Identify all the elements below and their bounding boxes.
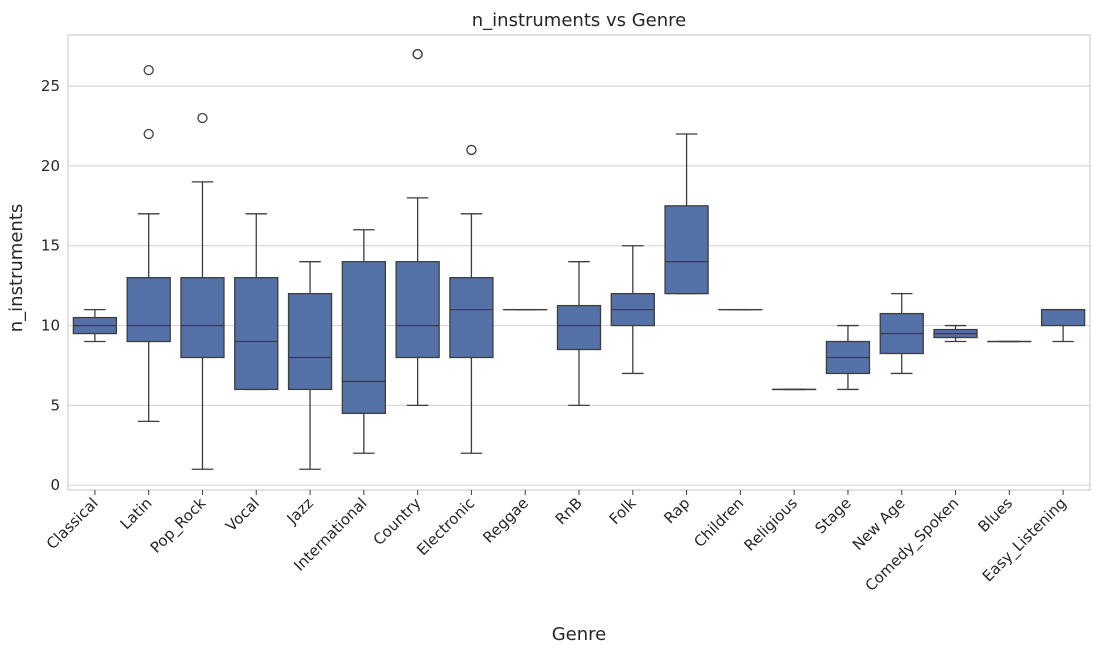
box-jazz <box>287 261 333 470</box>
x-tick-label: Pop_Rock <box>147 494 211 558</box>
box-iqr <box>341 261 387 415</box>
x-axis-label: Genre <box>552 624 607 645</box>
x-tick-label: Children <box>690 494 747 551</box>
box-rap <box>664 133 709 295</box>
box-electronic <box>449 144 494 454</box>
outlier-point <box>412 49 423 60</box>
box-classical <box>72 308 118 343</box>
x-tick-label: Electronic <box>413 494 478 559</box>
box-iqr <box>287 292 333 391</box>
box-folk <box>610 245 655 375</box>
outlier-point <box>143 64 154 76</box>
outlier-point <box>197 112 208 124</box>
x-tick-label: RnB <box>552 494 586 528</box>
x-tick-label: Country <box>370 494 425 549</box>
box-new-age <box>879 292 924 375</box>
box-stage <box>825 324 871 391</box>
box-vocal <box>234 213 279 391</box>
x-tick-label: Classical <box>43 494 102 553</box>
x-tick-label: Rap <box>660 494 693 527</box>
box-country <box>395 49 440 407</box>
y-axis-label: n_instruments <box>6 204 27 333</box>
outlier-point <box>143 128 154 140</box>
y-tick-label: 0 <box>50 476 60 494</box>
x-tick-label: Latin <box>117 494 156 533</box>
box-iqr <box>449 277 494 359</box>
x-tick-label: Folk <box>606 494 640 528</box>
chart-title: n_instruments vs Genre <box>472 10 687 31</box>
box-pop-rock <box>180 112 225 470</box>
box-comedy-spoken <box>933 324 978 343</box>
y-tick-label: 25 <box>41 77 60 95</box>
box-iqr <box>126 277 171 343</box>
x-tick-label: Jazz <box>283 494 317 528</box>
x-tick-label: Blues <box>974 494 1016 536</box>
box-iqr <box>664 205 709 295</box>
x-tick-label: Reggae <box>479 494 532 547</box>
box-iqr <box>1040 308 1086 327</box>
outlier-point <box>466 144 477 156</box>
box-iqr <box>234 277 279 391</box>
x-tick-label: Religious <box>741 494 802 555</box>
box-rnb <box>556 261 602 407</box>
box-iqr <box>180 277 225 359</box>
y-tick-label: 5 <box>50 396 60 414</box>
box-international <box>341 229 387 454</box>
boxes <box>72 49 1086 470</box>
y-axis-ticks: 0 5 10 15 20 25 <box>41 77 60 494</box>
x-tick-label: Vocal <box>222 494 263 535</box>
y-tick-label: 15 <box>41 237 60 255</box>
y-tick-label: 10 <box>41 317 60 335</box>
box-latin <box>126 64 171 423</box>
box-iqr <box>395 261 440 359</box>
box-iqr <box>556 304 602 351</box>
box-easy-listening <box>1040 308 1086 343</box>
x-tick-label: Comedy_Spoken <box>862 494 963 595</box>
y-tick-label: 20 <box>41 157 60 175</box>
x-tick-label: Stage <box>811 494 854 537</box>
